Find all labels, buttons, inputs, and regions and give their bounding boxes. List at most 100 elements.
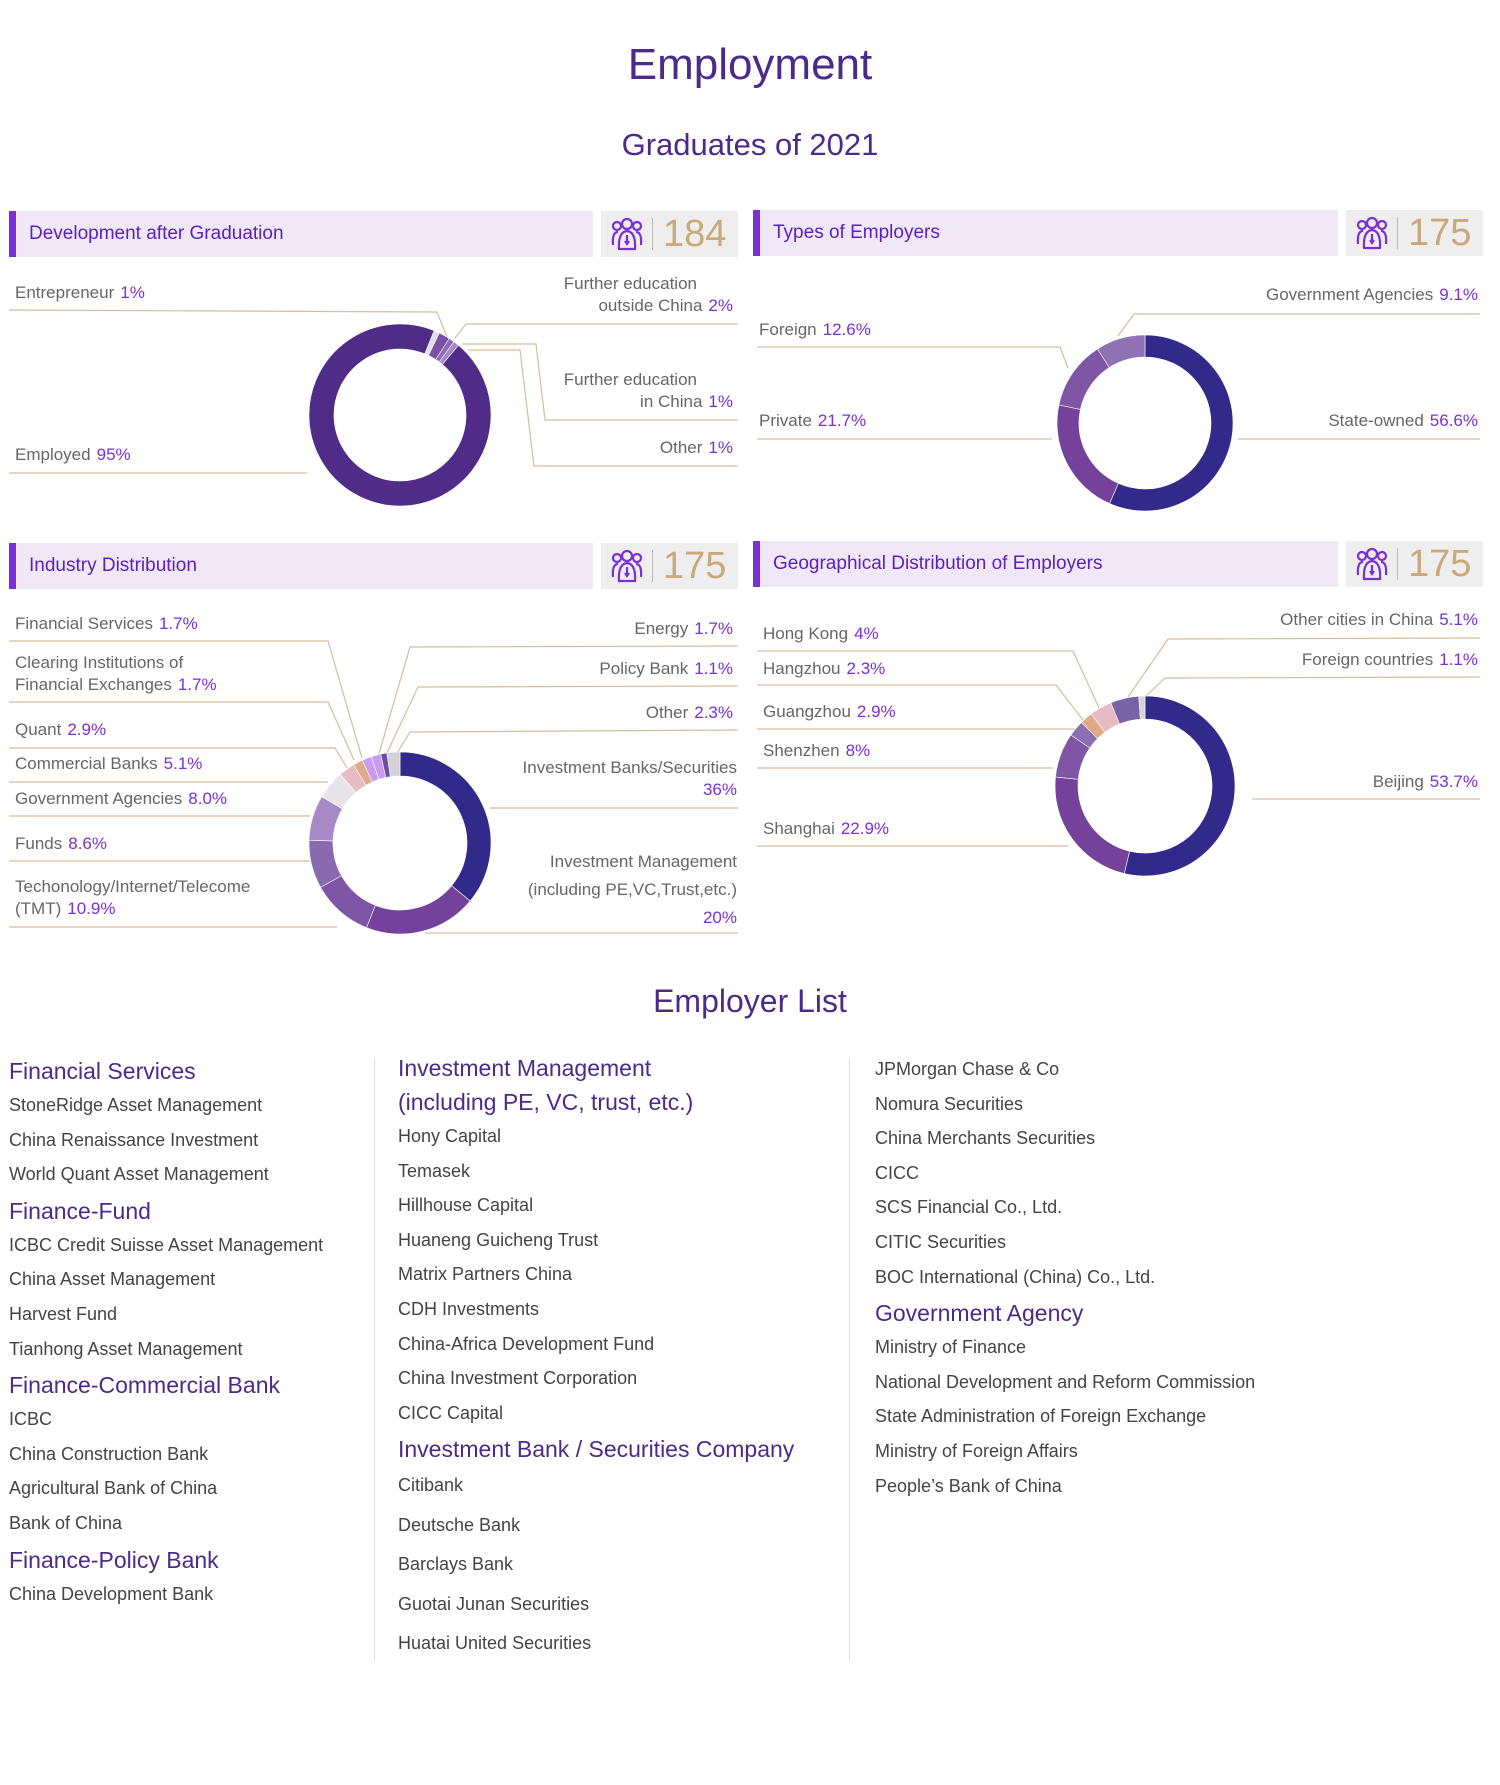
- label-investment-banks: Investment Banks/Securities 36%: [522, 758, 737, 799]
- label-private: Private 21.7%: [759, 411, 867, 430]
- employer-item: BOC International (China) Co., Ltd.: [875, 1266, 1156, 1287]
- label-state-owned: State-owned 56.6%: [1328, 411, 1478, 430]
- employer-category-heading: Government Agency: [875, 1300, 1084, 1327]
- panel-title: Types of Employers: [773, 222, 940, 243]
- people-group-icon: [1356, 547, 1388, 581]
- label-funds: Funds 8.6%: [15, 834, 107, 853]
- count-badge: 184: [601, 211, 738, 257]
- employer-category-heading: Finance-Policy Bank: [9, 1546, 219, 1573]
- leader-line: [384, 685, 739, 758]
- label-other: Other 1%: [659, 438, 733, 457]
- employer-item: Barclays Bank: [398, 1554, 514, 1575]
- label-entrepreneur: Entrepreneur 1%: [15, 283, 145, 302]
- donut-slice-government-agencies: [1096, 334, 1146, 368]
- label-hong-kong: Hong Kong 4%: [763, 624, 879, 643]
- leader-line: [462, 343, 738, 421]
- label-shenzhen: Shenzhen 8%: [763, 741, 871, 760]
- label-other-cities: Other cities in China 5.1%: [1280, 610, 1478, 629]
- page-subtitle: Graduates of 2021: [621, 127, 879, 162]
- donut-slice-investment-banks-securities: [399, 751, 492, 902]
- people-group-icon: [611, 217, 643, 251]
- employer-item: Harvest Fund: [9, 1303, 118, 1324]
- leader-line: [9, 640, 363, 759]
- donut-slice-investment-management-including-pe-vc-trust-etc: [366, 885, 471, 935]
- employer-item: SCS Financial Co., Ltd.: [875, 1197, 1063, 1218]
- people-group-icon: [611, 549, 643, 583]
- employer-item: JPMorgan Chase & Co: [875, 1059, 1060, 1079]
- leader-line: [1144, 676, 1481, 698]
- leader-line: [454, 323, 738, 339]
- people-group-icon: [1356, 216, 1388, 250]
- leader-line: [8, 309, 448, 338]
- donut-slice-other: [386, 751, 401, 778]
- employer-item: Nomura Securities: [875, 1093, 1024, 1114]
- column-divider: [374, 1058, 375, 1661]
- employer-item: Ministry of Foreign Affairs: [875, 1440, 1078, 1461]
- leader-line: [1117, 313, 1480, 337]
- employer-category-heading: (including PE, VC, trust, etc.): [398, 1089, 694, 1115]
- employer-category-heading: Investment Management: [398, 1055, 652, 1081]
- panel-header-industry: Industry Distribution: [9, 543, 593, 589]
- label-employed: Employed 95%: [15, 445, 131, 464]
- employer-item: Hony Capital: [398, 1126, 502, 1146]
- employer-item: World Quant Asset Management: [9, 1164, 269, 1185]
- label-energy: Energy 1.7%: [634, 619, 733, 638]
- employer-item: China Investment Corporation: [398, 1368, 638, 1389]
- label-quant: Quant 2.9%: [15, 720, 107, 739]
- employer-list-title: Employer List: [653, 983, 847, 1019]
- label-shanghai: Shanghai 22.9%: [763, 819, 890, 838]
- donut-slice-shanghai: [1054, 776, 1130, 874]
- employer-item: Huatai United Securities: [398, 1633, 592, 1654]
- count-value: 175: [1408, 542, 1472, 585]
- employer-category-heading: Finance-Commercial Bank: [9, 1372, 280, 1399]
- label-policy-bank: Policy Bank 1.1%: [599, 659, 733, 678]
- donut-slice-foreign-countries: [1138, 695, 1146, 720]
- employer-item: State Administration of Foreign Exchange: [875, 1406, 1207, 1427]
- leader-line: [757, 650, 1101, 711]
- panel-title: Geographical Distribution of Employers: [773, 553, 1103, 574]
- employer-category-heading: Investment Bank / Securities Company: [398, 1436, 795, 1463]
- donut-slice-beijing: [1123, 695, 1236, 877]
- label-government-agencies: Government Agencies 8.0%: [15, 789, 228, 808]
- employer-column: JPMorgan Chase & Co Nomura Securities Chin…: [875, 1052, 1255, 1503]
- employer-column: Investment Management (including PE, VC, …: [398, 1051, 794, 1664]
- employer-item: CITIC Securities: [875, 1231, 1007, 1252]
- panel-header-geography: Geographical Distribution of Employers: [753, 541, 1338, 587]
- label-clearing-institutions: Clearing Institutions of Financial Exchan…: [15, 653, 217, 694]
- employer-item: China Asset Management: [9, 1269, 216, 1290]
- column-divider: [849, 1058, 850, 1661]
- leader-line: [1127, 637, 1481, 698]
- donut-slice-foreign: [1058, 348, 1110, 410]
- label-foreign: Foreign 12.6%: [759, 320, 871, 339]
- employer-item: People’s Bank of China: [875, 1475, 1062, 1496]
- employer-item: National Development and Reform Commissi…: [875, 1371, 1256, 1392]
- label-tmt: Techonology/Internet/Telecome (TMT) 10.9%: [15, 877, 251, 918]
- leader-line: [395, 729, 739, 756]
- leader-line: [377, 645, 739, 758]
- donut-slice-techonology-internet-telecome-tmt: [320, 875, 376, 928]
- employer-item: Agricultural Bank of China: [9, 1478, 218, 1499]
- label-hangzhou: Hangzhou 2.3%: [763, 659, 886, 678]
- employer-item: Huaneng Guicheng Trust: [398, 1229, 599, 1250]
- employer-item: Citibank: [398, 1475, 464, 1496]
- leader-lines: [8, 309, 1481, 934]
- label-beijing: Beijing 53.7%: [1372, 772, 1478, 791]
- panel-header-employer-types: Types of Employers: [753, 210, 1338, 256]
- count-value: 175: [663, 544, 727, 587]
- employer-item: Matrix Partners China: [398, 1264, 573, 1285]
- panel-title: Development after Graduation: [29, 223, 284, 244]
- donut-slice-state-owned: [1109, 334, 1234, 512]
- employer-item: ICBC: [9, 1409, 53, 1430]
- label-government-agencies: Government Agencies 9.1%: [1265, 285, 1478, 304]
- donut-slice-employed: [308, 323, 492, 507]
- employer-item: Tianhong Asset Management: [9, 1338, 243, 1359]
- panel-header-development: Development after Graduation: [9, 211, 593, 257]
- employer-item: Guotai Junan Securities: [398, 1593, 590, 1614]
- employer-category-heading: Financial Services: [9, 1058, 196, 1084]
- count-badge: 175: [601, 543, 738, 589]
- employer-item: Ministry of Finance: [875, 1337, 1027, 1358]
- count-value: 184: [663, 212, 727, 255]
- label-commercial-banks: Commercial Banks 5.1%: [15, 754, 203, 773]
- employer-item: Hillhouse Capital: [398, 1195, 534, 1216]
- label-foreign-countries: Foreign countries 1.1%: [1301, 650, 1478, 669]
